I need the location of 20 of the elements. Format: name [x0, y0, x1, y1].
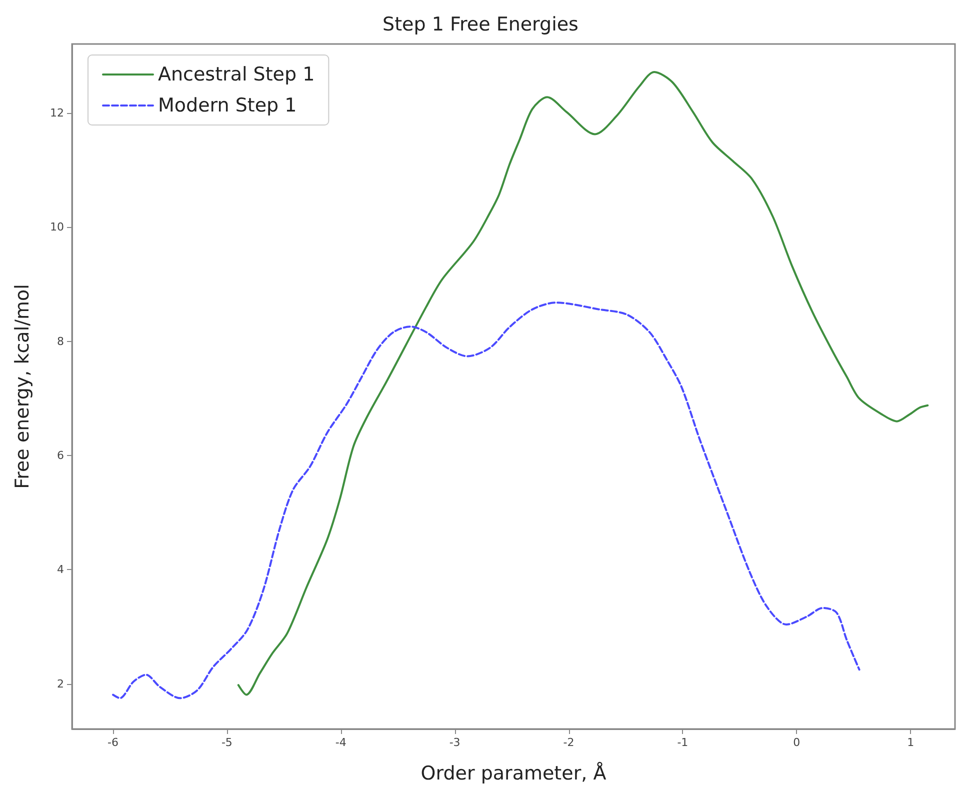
line-series — [112, 302, 860, 700]
x-tick-label: -6 — [108, 736, 118, 749]
x-tick-label: -2 — [563, 736, 574, 749]
y-tick-label: 2 — [57, 677, 64, 690]
legend-label: Ancestral Step 1 — [158, 64, 315, 86]
legend-label: Modern Step 1 — [158, 94, 297, 116]
x-axis-title: Order parameter, Å — [420, 762, 606, 784]
y-tick-label: 6 — [57, 449, 64, 462]
x-tick-label: -1 — [677, 736, 688, 749]
y-tick-label: 8 — [57, 334, 64, 348]
x-tick-label: -4 — [335, 736, 346, 749]
x-tick-label: 1 — [907, 736, 914, 749]
chart-title: Step 1 Free Energies — [382, 14, 578, 36]
x-tick-label: -5 — [221, 736, 232, 749]
x-tick-label: 0 — [793, 736, 800, 749]
y-tick-label: 12 — [50, 106, 64, 120]
y-tick-label: 4 — [57, 563, 64, 576]
y-axis-title: Free energy, kcal/mol — [12, 284, 34, 489]
x-tick-label: -3 — [449, 736, 460, 749]
y-tick-label: 10 — [50, 220, 64, 234]
